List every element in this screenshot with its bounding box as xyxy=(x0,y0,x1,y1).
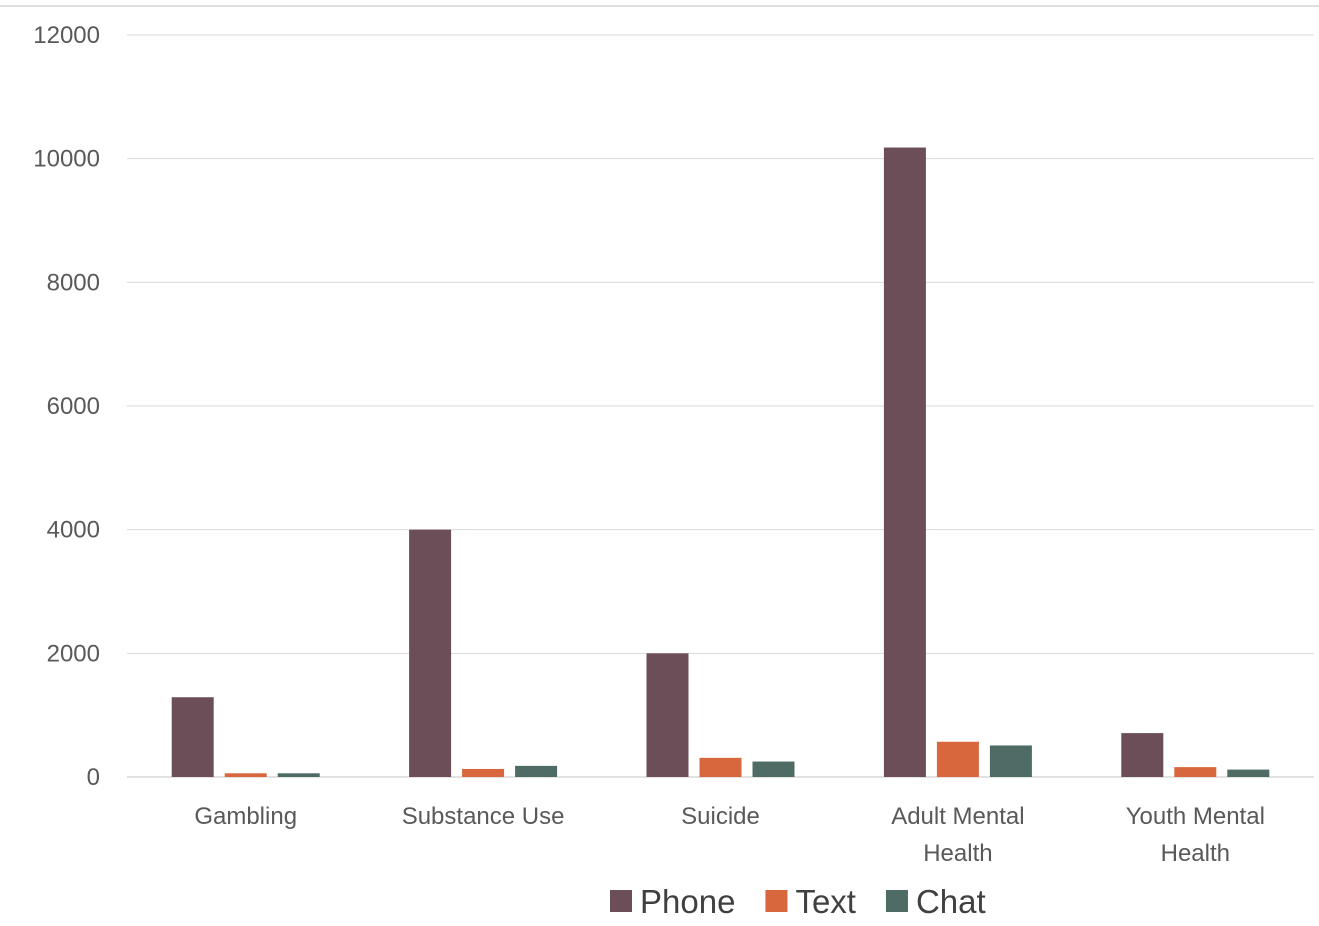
bar-text-3 xyxy=(936,741,979,777)
x-tick-label: Substance Use xyxy=(402,803,565,830)
x-tick-label: Adult Mental xyxy=(891,803,1024,830)
bar-text-0 xyxy=(224,773,267,777)
y-tick-label: 8000 xyxy=(47,269,100,296)
bar-phone-0 xyxy=(171,697,214,777)
gridlines xyxy=(127,34,1314,778)
y-tick-label: 6000 xyxy=(47,393,100,420)
x-tick-label: Suicide xyxy=(681,803,760,830)
bar-chat-1 xyxy=(515,765,558,777)
bar-chat-2 xyxy=(752,761,795,777)
bar-phone-4 xyxy=(1121,733,1164,777)
legend-swatch-phone xyxy=(610,890,632,912)
x-tick-label: Health xyxy=(1161,840,1230,867)
y-tick-label: 2000 xyxy=(47,640,100,667)
bar-text-1 xyxy=(462,768,505,777)
bar-chat-3 xyxy=(989,745,1032,777)
legend-swatch-chat xyxy=(885,890,908,912)
y-tick-label: 4000 xyxy=(47,517,100,544)
legend-label-text: Text xyxy=(795,883,856,920)
legend-label-phone: Phone xyxy=(640,883,735,920)
y-axis-tick-labels: 0 2000 4000 6000 8000 10000 12000 xyxy=(33,22,100,791)
legend-label-chat: Chat xyxy=(916,883,986,920)
bar-phone-1 xyxy=(409,529,452,777)
bar-text-2 xyxy=(699,757,742,777)
y-tick-label: 12000 xyxy=(33,22,100,49)
bar-chat-4 xyxy=(1227,769,1270,777)
x-axis-tick-labels: Gambling Substance Use Suicide Adult Mental… xyxy=(194,803,1265,867)
y-tick-label: 0 xyxy=(87,764,100,791)
bars xyxy=(171,147,1270,777)
legend: Phone Text Chat xyxy=(610,883,986,920)
bar-chat-0 xyxy=(277,773,320,777)
bar-phone-3 xyxy=(883,147,926,777)
y-tick-label: 10000 xyxy=(33,146,100,173)
x-tick-label: Health xyxy=(923,840,992,867)
legend-swatch-text xyxy=(765,890,788,912)
bar-text-4 xyxy=(1174,767,1217,777)
x-tick-label: Youth Mental xyxy=(1126,803,1265,830)
x-tick-label: Gambling xyxy=(194,803,297,830)
bar-phone-2 xyxy=(646,653,689,777)
